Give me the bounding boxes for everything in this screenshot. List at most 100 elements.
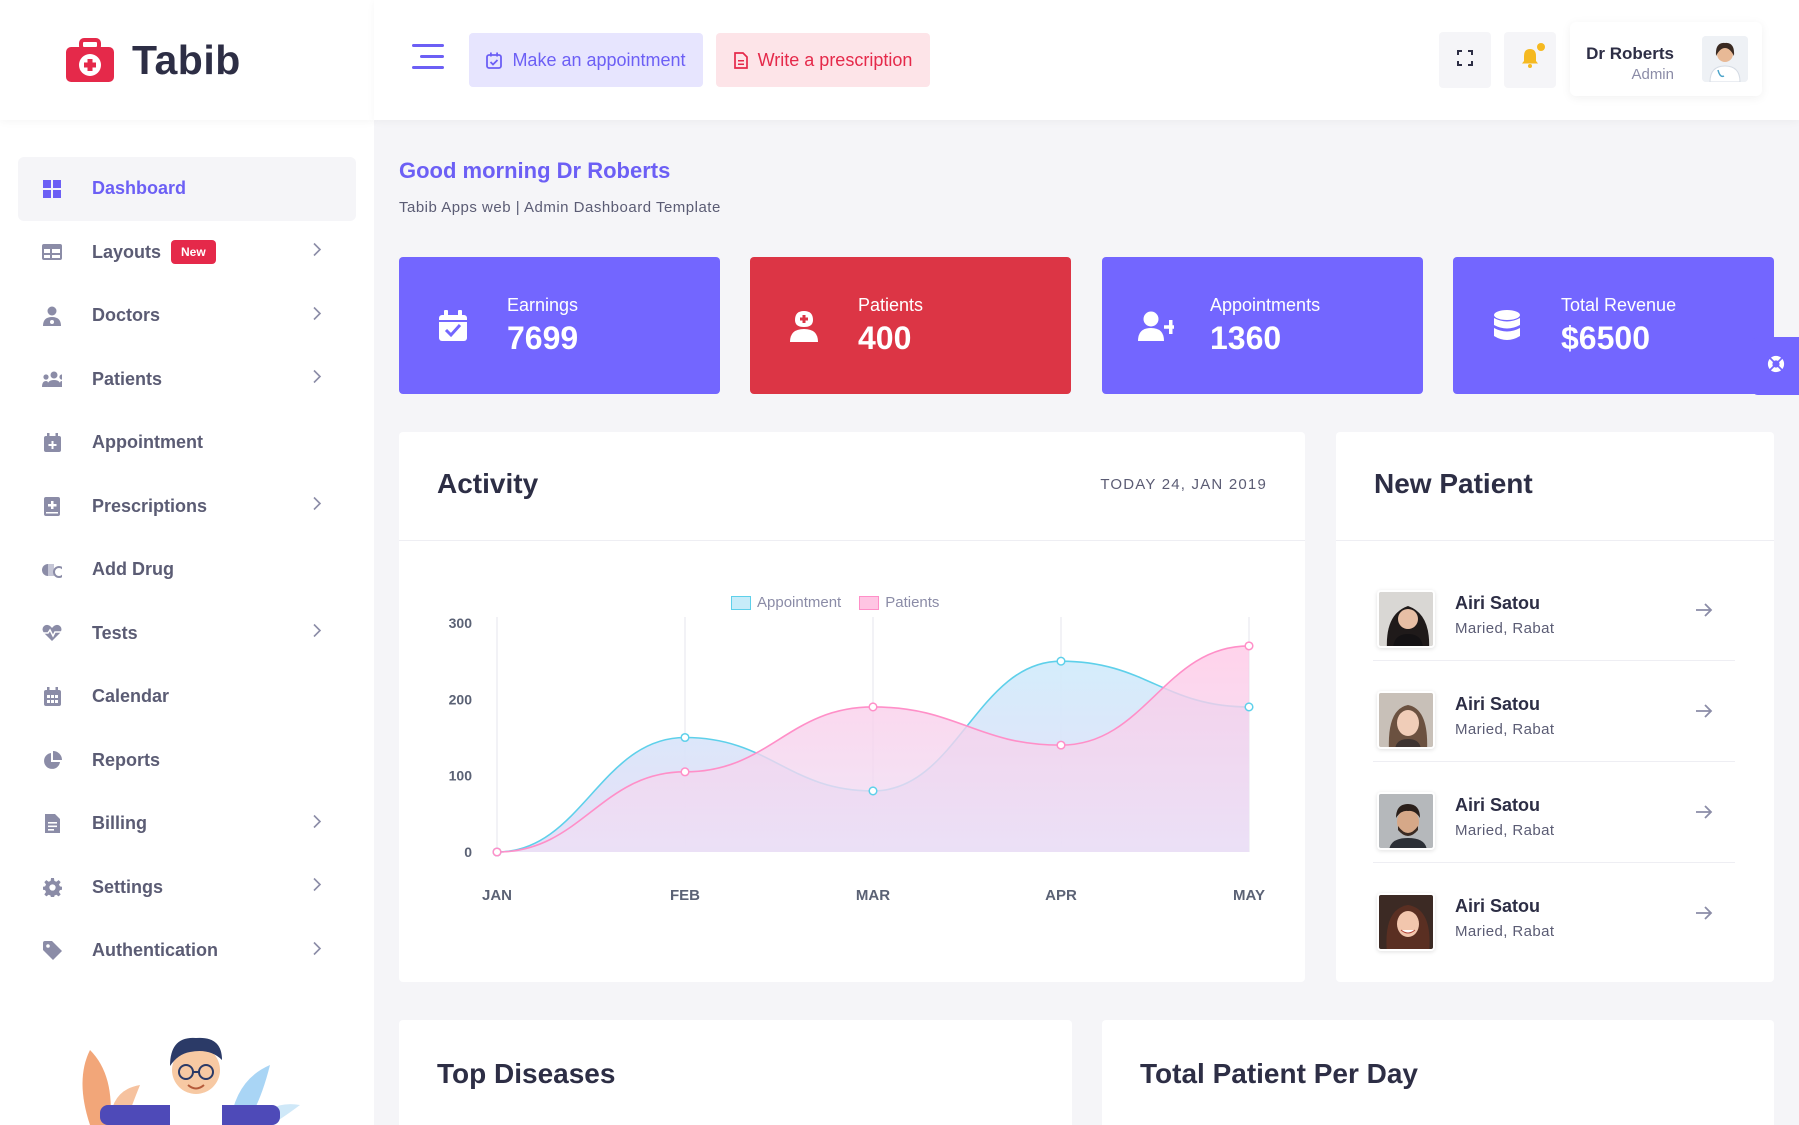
area-appointment — [497, 661, 1249, 852]
arrow-right-icon[interactable] — [1695, 703, 1713, 724]
point-patients — [1056, 740, 1066, 750]
point-appointment — [680, 732, 690, 743]
patient-subtitle: Maried, Rabat — [1455, 620, 1555, 637]
sidebar-item-label: Patients — [92, 368, 163, 389]
avatar — [1377, 792, 1435, 850]
database-icon — [1489, 309, 1525, 342]
point-appointment — [1056, 656, 1066, 666]
sidebar-item-reports[interactable]: Reports — [18, 729, 356, 793]
patient-subtitle: Maried, Rabat — [1455, 822, 1555, 839]
sidebar-item-appointment[interactable]: Appointment — [18, 411, 356, 475]
y-tick-label: 200 — [449, 691, 473, 707]
avatar — [1377, 590, 1435, 648]
activity-title: Activity — [437, 468, 539, 499]
sidebar-item-label: Reports — [92, 749, 161, 770]
doctor-illustration — [70, 1030, 330, 1125]
point-patients — [1244, 641, 1254, 651]
activity-date: TODAY 24, JAN 2019 — [1100, 476, 1267, 493]
write-prescription-label: Write a prescription — [757, 49, 913, 70]
medical-kit-icon — [66, 38, 114, 82]
write-prescription-button[interactable]: Write a prescription — [716, 33, 930, 87]
y-tick-label: 0 — [464, 844, 472, 860]
sidebar-item-calendar[interactable]: Calendar — [18, 665, 356, 729]
notifications-button[interactable] — [1504, 32, 1556, 88]
stat-card-appointments[interactable]: Appointments 1360 — [1102, 257, 1423, 394]
sidebar-item-label: Doctors — [92, 305, 161, 326]
patient-per-day-title: Total Patient Per Day — [1140, 1058, 1419, 1089]
line-patients — [496, 645, 1250, 853]
top-diseases-card: Top Diseases — [399, 1020, 1072, 1125]
sidebar-item-dashboard[interactable]: Dashboard — [18, 157, 356, 221]
chart-legend: Appointment Patients — [731, 594, 939, 611]
list-item[interactable]: Airi Satou Maried, Rabat — [1373, 661, 1735, 762]
y-tick-label: 300 — [449, 615, 473, 631]
sidebar-item-label: Appointment — [92, 432, 203, 453]
settings-panel-toggle[interactable] — [1752, 337, 1799, 395]
point-appointment — [868, 786, 878, 796]
brand[interactable]: Tabib — [0, 0, 374, 120]
patient-name: Airi Satou — [1455, 694, 1541, 714]
subtitle: Tabib Apps web | Admin Dashboard Templat… — [399, 199, 721, 216]
line-appointment — [496, 660, 1250, 853]
avatar — [1377, 691, 1435, 749]
calendar-check-icon — [486, 52, 503, 69]
fullscreen-button[interactable] — [1439, 32, 1491, 88]
brand-name: Tabib — [132, 36, 241, 83]
new-badge: New — [171, 240, 216, 265]
arrow-right-icon[interactable] — [1695, 905, 1713, 926]
top-diseases-title: Top Diseases — [437, 1058, 616, 1089]
chevron-right-icon — [312, 305, 322, 326]
patient-name: Airi Satou — [1455, 896, 1541, 916]
sidebar-item-tests[interactable]: Tests — [18, 602, 356, 666]
chevron-right-icon — [312, 496, 322, 517]
stat-value: 7699 — [507, 319, 579, 356]
make-appointment-label: Make an appointment — [512, 49, 686, 70]
gear-icon — [42, 877, 62, 897]
arrow-right-icon[interactable] — [1695, 602, 1713, 623]
stat-card-earnings[interactable]: Earnings 7699 — [399, 257, 720, 394]
list-item[interactable]: Airi Satou Maried, Rabat — [1373, 762, 1735, 863]
sidebar-item-label: Layouts — [92, 241, 162, 262]
point-appointment — [492, 847, 502, 857]
topbar: Make an appointment Write a prescription… — [374, 0, 1799, 120]
stat-label: Patients — [858, 294, 924, 315]
calendar-check-icon — [435, 309, 471, 342]
calendar-plus-icon — [42, 433, 62, 453]
make-appointment-button[interactable]: Make an appointment — [469, 33, 703, 87]
calendar-icon — [42, 687, 62, 707]
layout-icon — [42, 242, 62, 262]
legend-swatch-appointment — [731, 595, 751, 610]
sidebar-item-prescriptions[interactable]: Prescriptions — [18, 475, 356, 539]
stat-label: Earnings — [507, 294, 579, 315]
stat-card-patients[interactable]: Patients 400 — [750, 257, 1071, 394]
legend-label-appointment: Appointment — [757, 594, 842, 611]
patient-subtitle: Maried, Rabat — [1455, 721, 1555, 738]
sidebar-item-doctors[interactable]: Doctors — [18, 284, 356, 348]
sidebar-item-billing[interactable]: Billing — [18, 792, 356, 856]
list-item[interactable]: Airi Satou Maried, Rabat — [1373, 560, 1735, 661]
sidebar-item-label: Add Drug — [92, 559, 174, 580]
chevron-right-icon — [312, 242, 322, 263]
sidebar-item-authentication[interactable]: Authentication — [18, 919, 356, 983]
menu-toggle-icon[interactable] — [412, 44, 444, 72]
user-role: Admin — [1631, 66, 1674, 83]
avatar — [1702, 36, 1748, 82]
sidebar: Tabib Dashboard Layouts New Doctors Pati… — [0, 0, 374, 1125]
sidebar-item-add-drug[interactable]: Add Drug — [18, 538, 356, 602]
sidebar-nav: Dashboard Layouts New Doctors Patients A… — [18, 157, 356, 983]
stat-card-total-revenue[interactable]: Total Revenue $6500 — [1453, 257, 1774, 394]
arrow-right-icon[interactable] — [1695, 804, 1713, 825]
user-name: Dr Roberts — [1586, 44, 1674, 63]
sidebar-item-layouts[interactable]: Layouts New — [18, 221, 356, 285]
area-patients — [497, 645, 1249, 852]
heartbeat-icon — [42, 623, 62, 643]
document-icon — [733, 51, 748, 69]
sidebar-item-patients[interactable]: Patients — [18, 348, 356, 412]
list-item[interactable]: Airi Satou Maried, Rabat — [1373, 863, 1735, 964]
sidebar-item-settings[interactable]: Settings — [18, 856, 356, 920]
pills-icon — [42, 560, 62, 580]
gear-icon — [1767, 355, 1785, 378]
medical-book-icon — [42, 496, 62, 516]
stat-label: Appointments — [1210, 294, 1321, 315]
user-menu[interactable]: Dr Roberts Admin — [1570, 22, 1762, 96]
